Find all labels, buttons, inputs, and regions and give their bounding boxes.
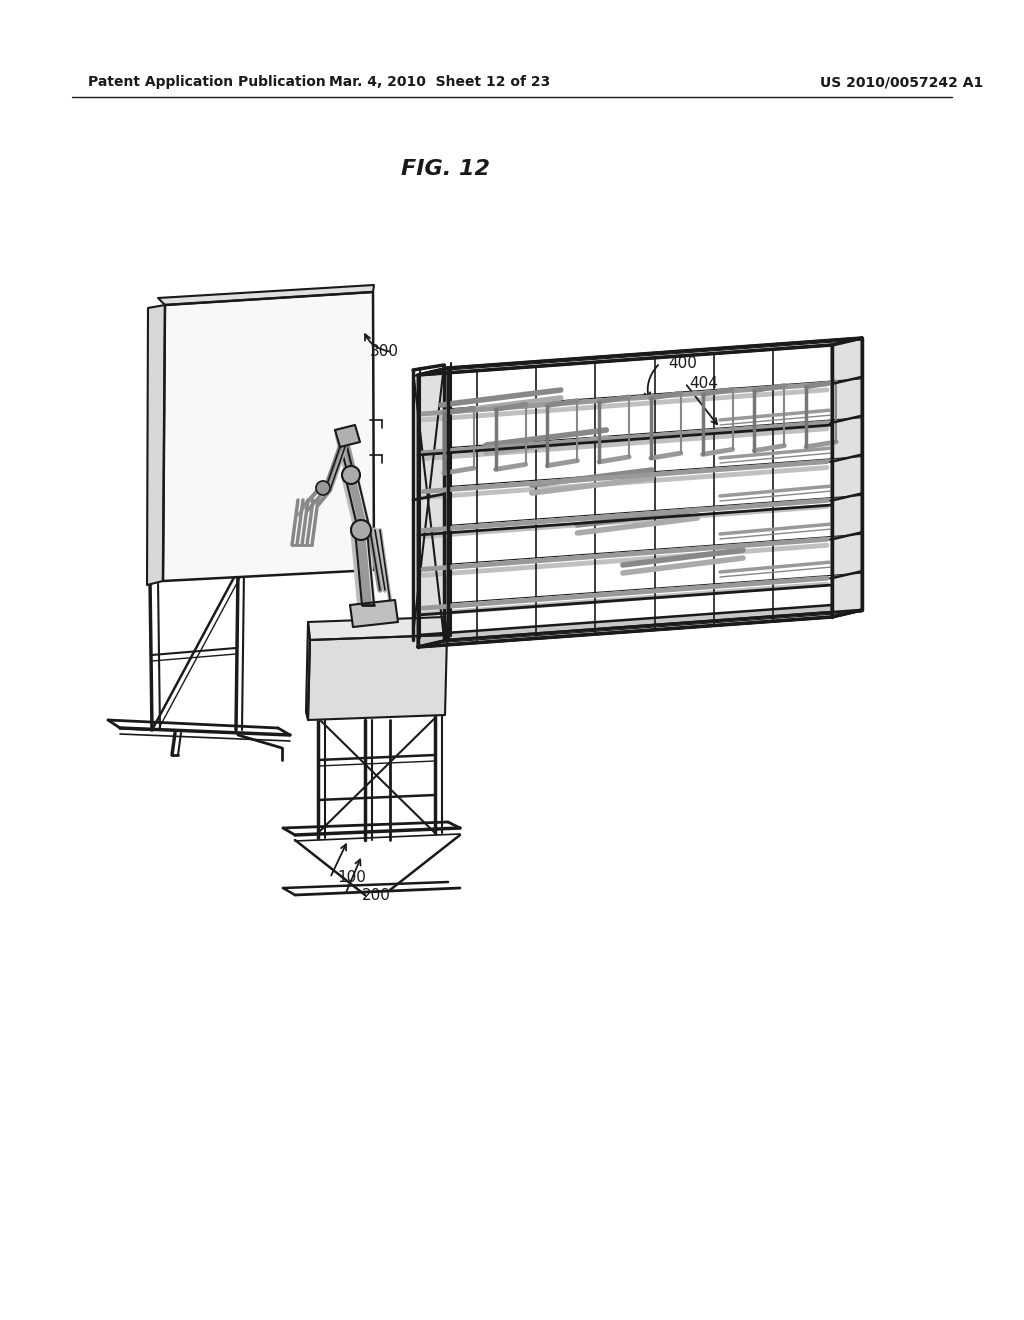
Text: US 2010/0057242 A1: US 2010/0057242 A1 — [820, 75, 983, 88]
Text: 400: 400 — [668, 355, 697, 371]
Polygon shape — [418, 610, 862, 647]
Polygon shape — [147, 305, 165, 585]
Circle shape — [342, 466, 360, 484]
Polygon shape — [418, 605, 831, 647]
Circle shape — [351, 520, 371, 540]
Text: 200: 200 — [362, 887, 391, 903]
Text: 100: 100 — [337, 870, 366, 886]
Polygon shape — [308, 616, 447, 640]
Polygon shape — [306, 622, 310, 719]
Polygon shape — [418, 338, 862, 375]
Text: Mar. 4, 2010  Sheet 12 of 23: Mar. 4, 2010 Sheet 12 of 23 — [330, 75, 551, 88]
Polygon shape — [350, 601, 398, 627]
Polygon shape — [308, 635, 447, 719]
Circle shape — [316, 480, 330, 495]
Polygon shape — [163, 292, 374, 581]
Text: FIG. 12: FIG. 12 — [401, 158, 489, 180]
Text: Patent Application Publication: Patent Application Publication — [88, 75, 326, 88]
Polygon shape — [831, 338, 862, 616]
Text: 300: 300 — [370, 345, 399, 359]
Polygon shape — [335, 425, 360, 447]
Polygon shape — [418, 368, 449, 647]
Polygon shape — [158, 285, 374, 305]
Text: 404: 404 — [689, 375, 718, 391]
